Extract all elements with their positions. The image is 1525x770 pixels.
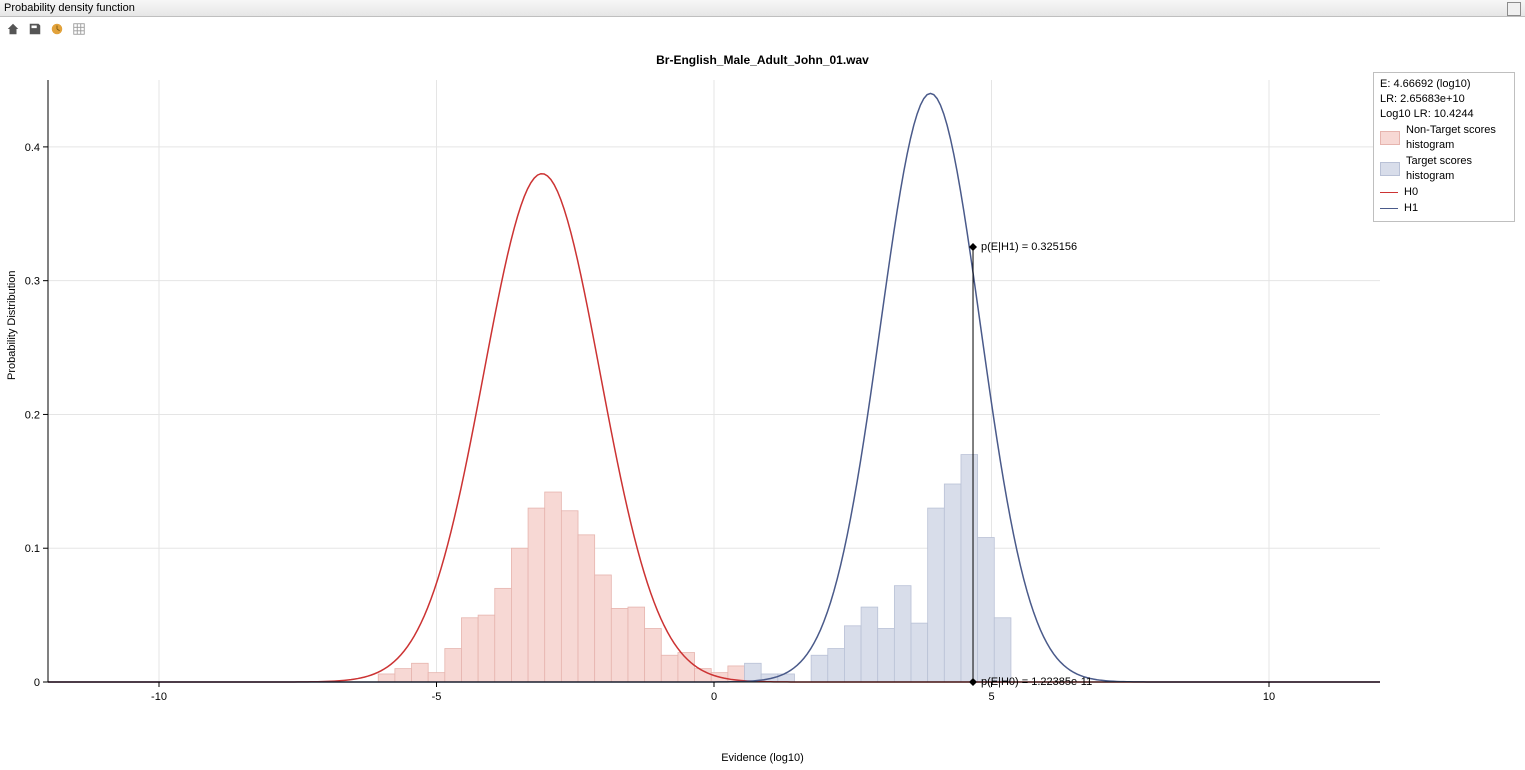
pdf-chart: -10 -5 0 5 10 0 0.1 0.2 0.3 0.4 xyxy=(0,0,1525,770)
svg-text:0.2: 0.2 xyxy=(25,409,40,421)
legend-item: Target scores histogram xyxy=(1380,154,1508,184)
legend-item: Non-Target scores histogram xyxy=(1380,123,1508,153)
evidence-annotation-h1: p(E|H1) = 0.325156 xyxy=(981,241,1077,253)
chart-legend: E: 4.66692 (log10)LR: 2.65683e+10Log10 L… xyxy=(1373,72,1515,222)
x-axis-label: Evidence (log10) xyxy=(0,752,1525,764)
legend-line-icon xyxy=(1380,208,1398,209)
legend-patch-icon xyxy=(1380,162,1400,176)
svg-text:0.4: 0.4 xyxy=(25,142,40,154)
legend-label: Target scores histogram xyxy=(1406,154,1508,184)
svg-text:-5: -5 xyxy=(432,691,442,703)
y-axis-label: Probability Distribution xyxy=(6,271,18,380)
legend-line-icon xyxy=(1380,192,1398,193)
svg-text:-10: -10 xyxy=(151,691,167,703)
legend-patch-icon xyxy=(1380,131,1400,145)
svg-text:0.3: 0.3 xyxy=(25,276,40,288)
legend-label: Non-Target scores histogram xyxy=(1406,123,1508,153)
evidence-annotation-h0: p(E|H0) = 1.22385e-11 xyxy=(981,676,1092,688)
svg-text:0: 0 xyxy=(711,691,717,703)
legend-stat: E: 4.66692 (log10) xyxy=(1380,77,1508,92)
legend-item: H1 xyxy=(1380,201,1508,216)
legend-item: H0 xyxy=(1380,185,1508,200)
legend-stat: LR: 2.65683e+10 xyxy=(1380,92,1508,107)
svg-text:0: 0 xyxy=(34,677,40,689)
svg-text:10: 10 xyxy=(1263,691,1275,703)
legend-label: H0 xyxy=(1404,185,1508,200)
svg-text:0.1: 0.1 xyxy=(25,543,40,555)
legend-stat: Log10 LR: 10.4244 xyxy=(1380,107,1508,122)
svg-text:5: 5 xyxy=(988,691,994,703)
legend-label: H1 xyxy=(1404,201,1508,216)
